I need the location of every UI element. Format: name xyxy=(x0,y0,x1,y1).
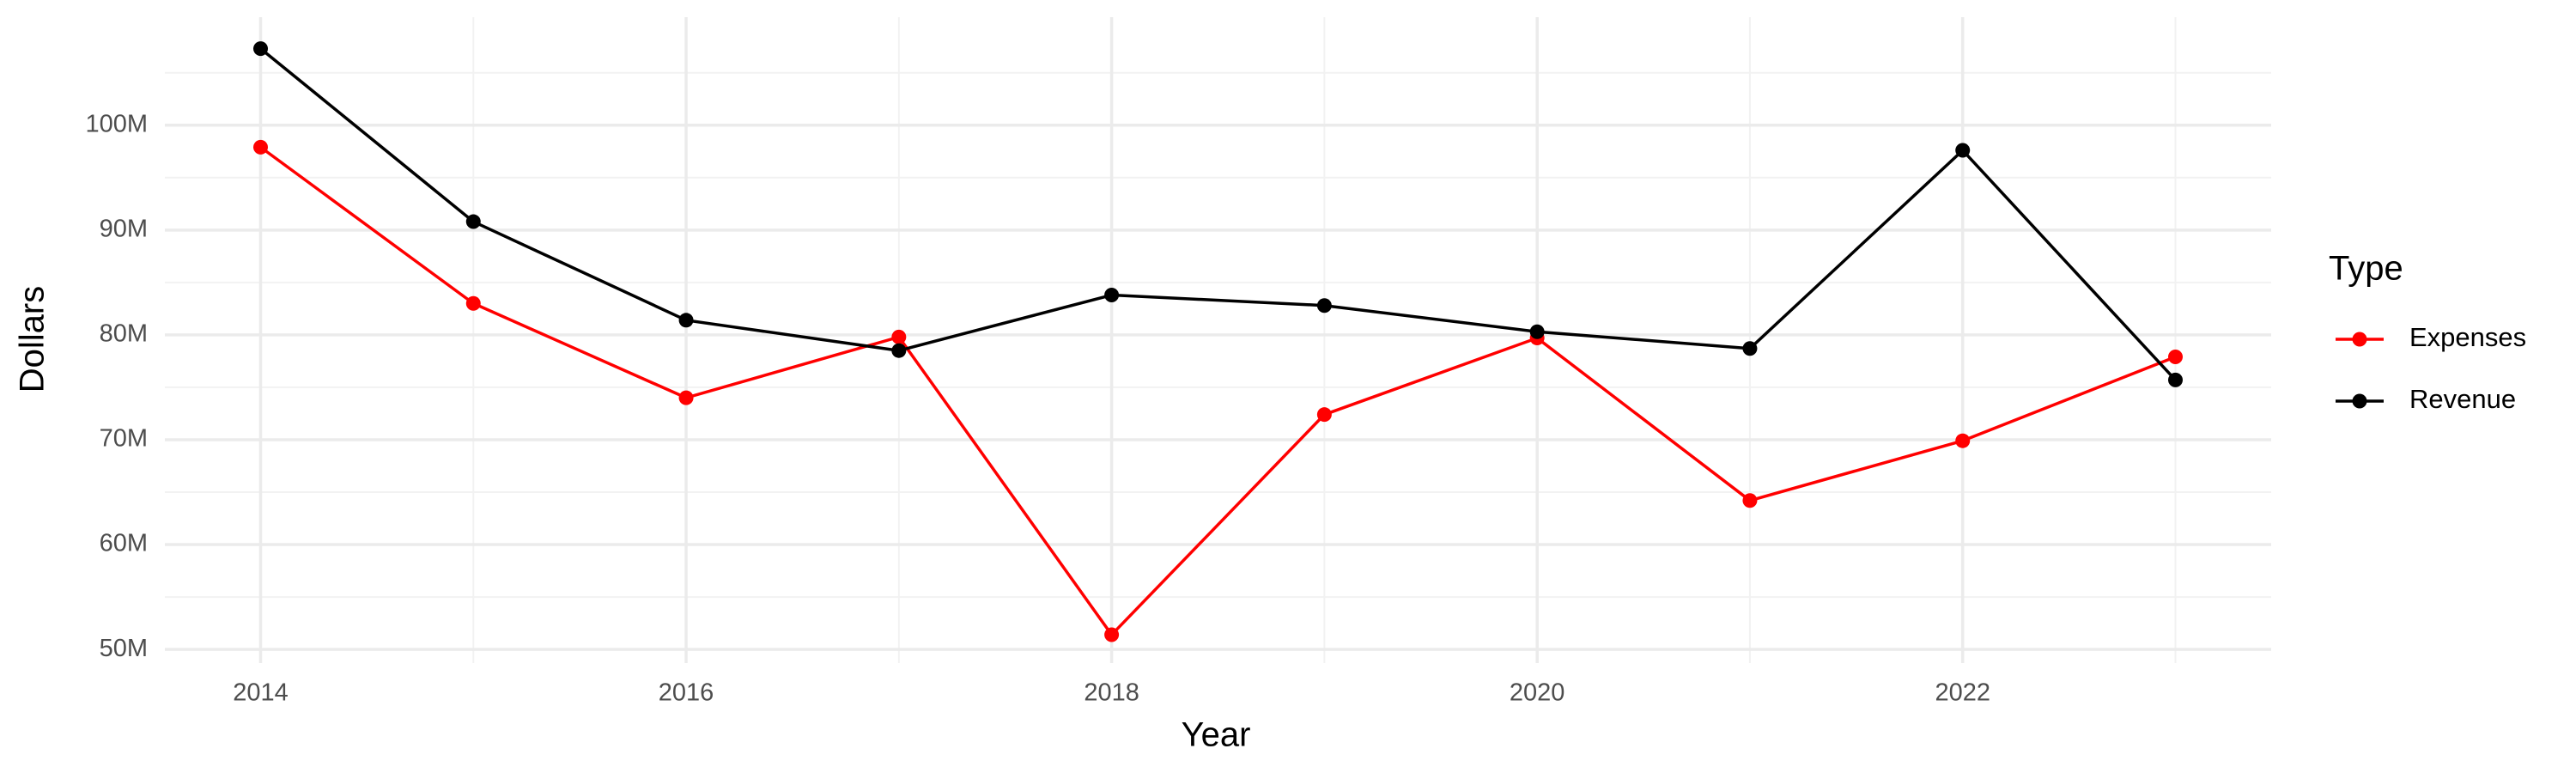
series-line xyxy=(259,145,2177,637)
x-tick-label: 2018 xyxy=(1084,679,1139,707)
data-point xyxy=(891,329,907,344)
y-tick-label: 80M xyxy=(100,320,148,348)
legend-point xyxy=(2352,332,2367,347)
x-tick-label: 2014 xyxy=(233,679,289,707)
data-point xyxy=(891,343,907,358)
data-point xyxy=(678,313,694,328)
x-tick-label: 2016 xyxy=(659,679,714,707)
y-tick-label: 60M xyxy=(100,530,148,557)
data-point xyxy=(1104,627,1120,642)
data-point xyxy=(678,390,694,405)
data-point xyxy=(1316,407,1332,423)
data-point xyxy=(465,214,481,229)
y-tick-label: 50M xyxy=(100,635,148,662)
legend-label: Expenses xyxy=(2409,322,2526,352)
y-tick-label: 100M xyxy=(85,110,148,137)
data-point xyxy=(253,41,268,57)
legend-label: Revenue xyxy=(2409,384,2516,414)
y-tick-label: 90M xyxy=(100,215,148,242)
data-point xyxy=(1955,143,1971,158)
data-point xyxy=(1316,298,1332,313)
data-point xyxy=(2168,372,2183,387)
legend-title: Type xyxy=(2329,250,2403,288)
x-tick-label: 2022 xyxy=(1935,679,1990,707)
data-point xyxy=(1104,288,1120,303)
data-point xyxy=(2168,350,2183,365)
data-point xyxy=(1742,493,1758,508)
x-axis-title: Year xyxy=(1182,716,1251,754)
data-point xyxy=(1955,433,1971,448)
data-point xyxy=(1742,341,1758,356)
y-axis-title: Dollars xyxy=(14,286,52,393)
legend-point xyxy=(2352,393,2367,409)
data-point xyxy=(465,295,481,311)
series-line xyxy=(259,47,2177,381)
data-point xyxy=(253,139,268,155)
x-tick-label: 2020 xyxy=(1510,679,1565,707)
data-point xyxy=(1529,324,1545,339)
y-tick-label: 70M xyxy=(100,425,148,453)
